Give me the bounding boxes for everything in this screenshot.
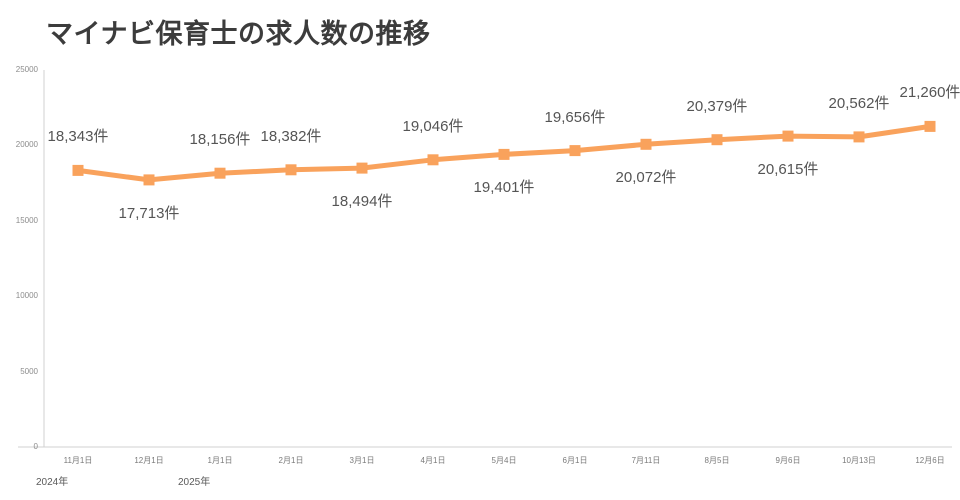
- x-axis-tick-label: 6月1日: [562, 456, 588, 465]
- y-axis-tick-label: 5000: [20, 366, 38, 376]
- axis-lines: [18, 70, 952, 448]
- y-axis-tick-label: 10000: [15, 291, 38, 301]
- data-point-marker[interactable]: [143, 174, 155, 186]
- x-axis-tick-label: 2月1日: [278, 456, 304, 465]
- chart-title: マイナビ保育士の求人数の推移: [46, 19, 431, 49]
- data-point-marker[interactable]: [924, 120, 936, 132]
- data-point-label: 18,494件: [331, 193, 393, 211]
- data-point-label: 20,562件: [828, 94, 890, 112]
- data-point-marker[interactable]: [427, 154, 439, 166]
- x-axis-tick-label: 4月1日: [420, 456, 446, 465]
- data-point-marker[interactable]: [853, 131, 865, 143]
- x-axis-tick-label: 1月1日: [207, 456, 233, 465]
- data-point-marker[interactable]: [498, 148, 510, 160]
- x-axis-tick-label: 9月6日: [775, 456, 801, 465]
- data-point-label: 18,343件: [47, 128, 109, 146]
- data-point-marker[interactable]: [214, 167, 226, 179]
- year-label: 2024年: [36, 477, 69, 488]
- y-axis-tick-label: 0: [33, 442, 38, 451]
- x-axis-tick-label: 12月6日: [915, 456, 945, 465]
- data-point-label: 21,260件: [899, 84, 960, 102]
- data-point-marker[interactable]: [782, 130, 794, 142]
- data-point-label: 20,379件: [686, 97, 748, 115]
- data-point-label: 19,656件: [544, 108, 606, 126]
- data-point-marker[interactable]: [285, 164, 297, 176]
- data-point-label: 19,401件: [473, 179, 535, 197]
- data-point-marker[interactable]: [640, 138, 652, 150]
- y-axis-tick-label: 15000: [15, 215, 38, 225]
- data-point-marker[interactable]: [72, 164, 84, 176]
- x-axis-tick-label: 12月1日: [134, 456, 164, 465]
- data-point-label: 17,713件: [118, 204, 180, 222]
- data-point-label: 18,156件: [189, 131, 251, 149]
- data-point-label: 20,072件: [615, 169, 677, 187]
- data-point-marker[interactable]: [356, 162, 368, 174]
- x-axis-tick-label: 5月4日: [491, 456, 517, 465]
- y-axis-tick-label: 20000: [15, 140, 38, 150]
- x-axis-tick-label: 11月1日: [63, 456, 93, 465]
- year-label: 2025年: [178, 477, 211, 488]
- data-point-label: 19,046件: [402, 117, 464, 135]
- x-axis-tick-label: 7月11日: [631, 456, 661, 465]
- data-point-marker[interactable]: [569, 145, 581, 157]
- data-point-marker[interactable]: [711, 134, 723, 146]
- data-series: [72, 120, 936, 186]
- data-point-label: 18,382件: [260, 127, 322, 145]
- x-axis-tick-label: 10月13日: [842, 456, 876, 465]
- x-axis-tick-label: 8月5日: [704, 456, 730, 465]
- data-point-label: 20,615件: [757, 161, 819, 179]
- x-axis-tick-label: 3月1日: [349, 456, 375, 465]
- y-axis-tick-label: 25000: [15, 65, 38, 74]
